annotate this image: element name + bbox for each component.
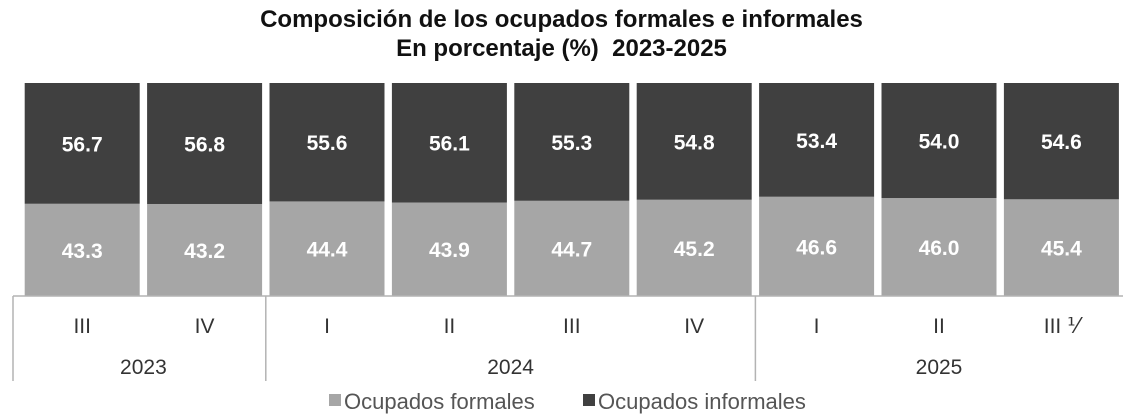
label-informales-9: 54.6 (1041, 131, 1082, 154)
legend-swatch-formales (329, 394, 341, 406)
x-tick-label-7: I (814, 315, 820, 338)
label-formales-3: 44.4 (307, 239, 348, 262)
label-formales-7: 46.6 (796, 236, 837, 259)
x-tick-label-6: IV (684, 315, 704, 338)
legend-swatch-informales (583, 394, 595, 406)
label-formales-1: 43.3 (62, 240, 103, 263)
subtitle-period: 2023-2025 (612, 35, 727, 62)
bar-informales-7 (759, 83, 875, 197)
bar-informales-4 (391, 83, 507, 203)
label-informales-8: 54.0 (919, 131, 960, 154)
bar-informales-9 (1003, 83, 1119, 200)
x-tick-label-9: III ⅟ (1044, 315, 1083, 338)
label-formales-4: 43.9 (429, 239, 470, 262)
label-formales-6: 45.2 (674, 238, 715, 261)
bar-informales-1 (24, 83, 140, 204)
x-tick-label-1: III (73, 315, 91, 338)
label-formales-8: 46.0 (919, 237, 960, 260)
bar-formales-9 (1003, 199, 1119, 296)
label-informales-7: 53.4 (796, 130, 837, 153)
legend-label-informales: Ocupados informales (598, 389, 806, 414)
label-informales-2: 56.8 (184, 133, 225, 156)
label-formales-5: 44.7 (551, 238, 592, 261)
bar-informales-3 (269, 83, 385, 202)
label-formales-2: 43.2 (184, 240, 225, 263)
label-formales-9: 45.4 (1041, 238, 1082, 261)
x-tick-label-3: I (324, 315, 330, 338)
year-label-2023: 2023 (120, 356, 167, 379)
label-informales-4: 56.1 (429, 133, 470, 156)
year-label-2025: 2025 (916, 356, 963, 379)
chart-subtitle: En porcentaje (%) 2023-2025 (0, 36, 1123, 62)
label-informales-5: 55.3 (551, 132, 592, 155)
bar-formales-2 (147, 203, 263, 296)
bar-informales-5 (514, 83, 630, 201)
x-tick-label-8: II (933, 315, 945, 338)
label-informales-1: 56.7 (62, 133, 103, 156)
bar-informales-2 (147, 83, 263, 204)
bar-formales-7 (759, 196, 875, 296)
x-tick-label-4: II (444, 315, 456, 338)
bar-formales-8 (881, 198, 997, 296)
bar-formales-6 (636, 199, 752, 296)
bar-formales-4 (391, 202, 507, 296)
legend-label-formales: Ocupados formales (344, 389, 535, 414)
bar-formales-3 (269, 201, 385, 296)
label-informales-6: 54.8 (674, 131, 715, 154)
subtitle-unit: En porcentaje (%) (396, 35, 599, 62)
bar-formales-5 (514, 200, 630, 296)
bar-formales-1 (24, 203, 140, 296)
label-informales-3: 55.6 (307, 132, 348, 155)
x-tick-label-5: III (563, 315, 581, 338)
chart-title: Composición de los ocupados formales e i… (260, 6, 863, 33)
x-tick-label-2: IV (195, 315, 215, 338)
bar-informales-8 (881, 83, 997, 199)
year-label-2024: 2024 (487, 356, 534, 379)
bar-informales-6 (636, 83, 752, 200)
